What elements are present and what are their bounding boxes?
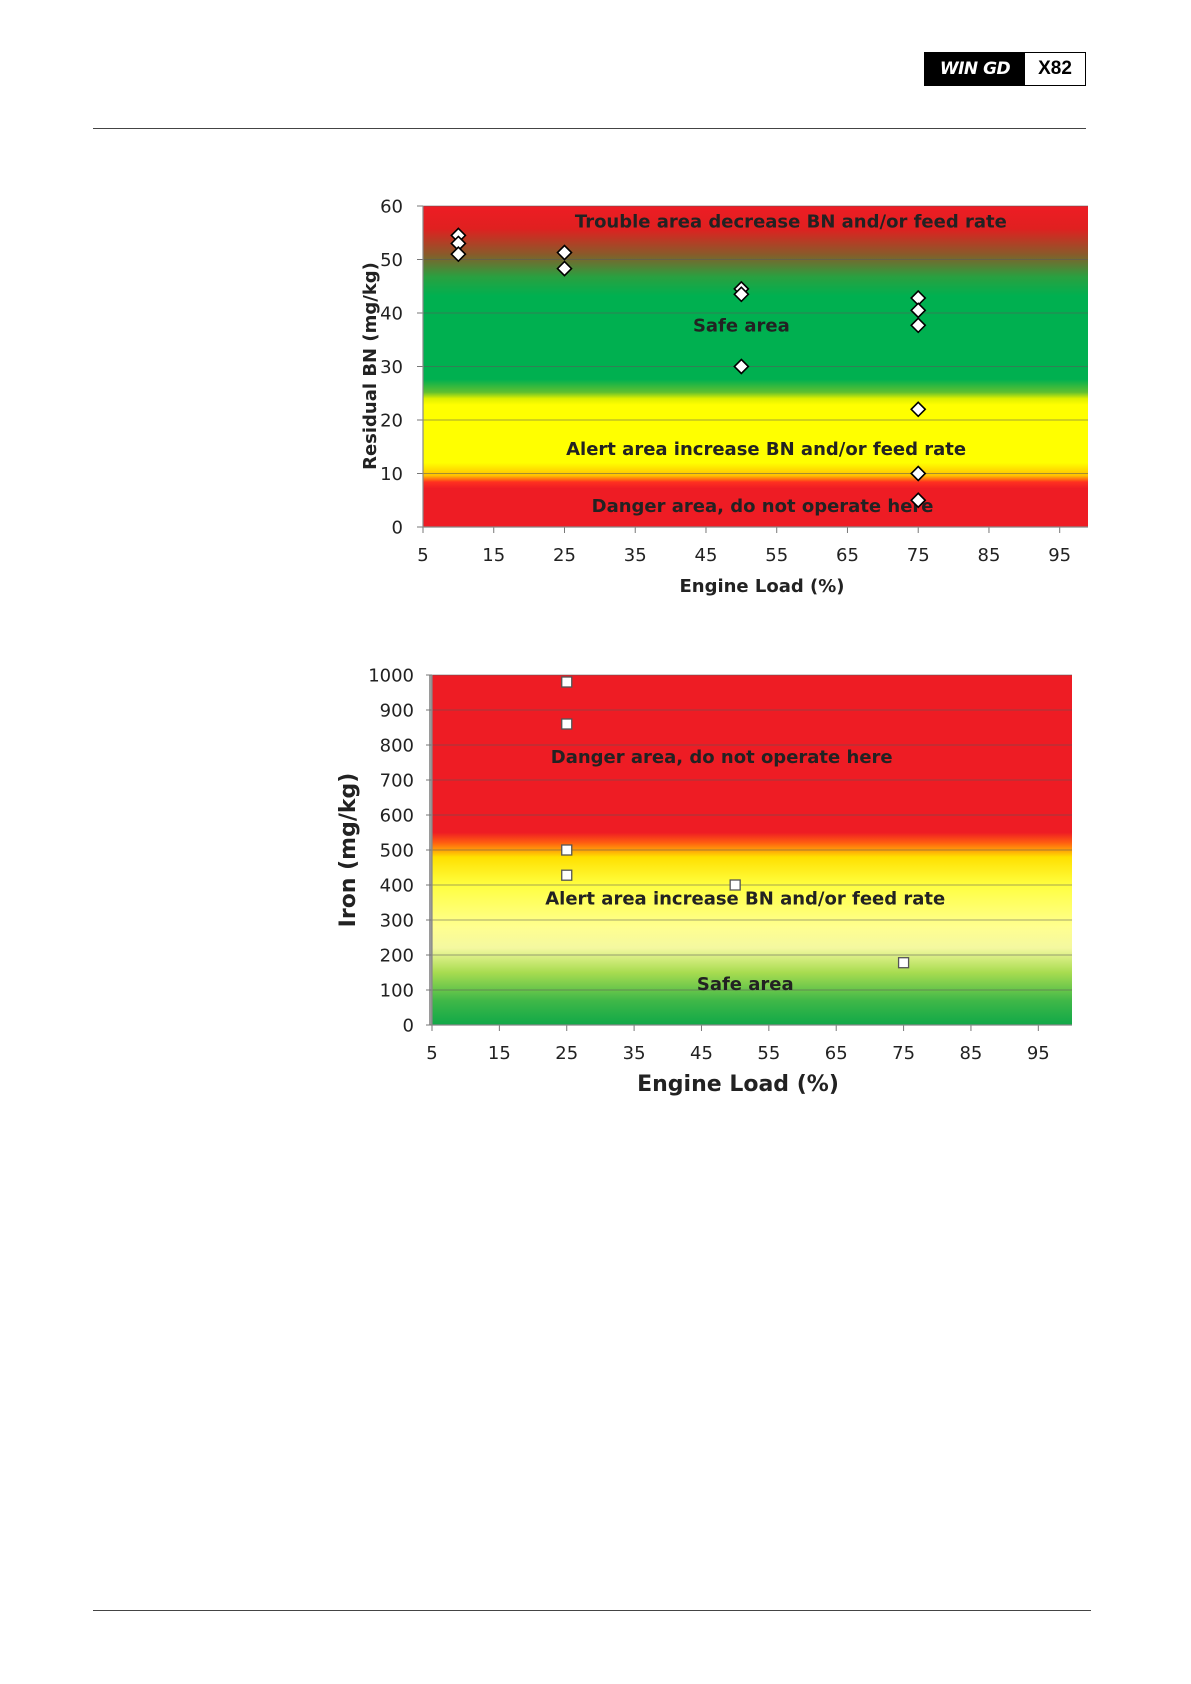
data-point — [561, 844, 573, 856]
zone-label-alert: Alert area increase BN and/or feed rate — [566, 439, 966, 460]
x-tick-label: 65 — [836, 545, 859, 566]
y-tick-label: 700 — [380, 770, 414, 791]
y-tick-label: 40 — [380, 303, 403, 324]
x-tick-label: 95 — [1027, 1043, 1050, 1064]
y-tick-label: 400 — [380, 875, 414, 896]
data-point — [733, 358, 750, 375]
data-point — [561, 869, 573, 881]
y-tick-label: 50 — [380, 250, 403, 271]
y-tick-label: 0 — [403, 1015, 414, 1036]
x-tick-label: 55 — [765, 545, 788, 566]
x-tick-label: 15 — [482, 545, 505, 566]
x-tick-label: 75 — [892, 1043, 915, 1064]
y-tick-label: 100 — [380, 980, 414, 1001]
data-point — [450, 246, 467, 263]
x-axis-label: Engine Load (%) — [637, 1072, 839, 1097]
x-axis-label: Engine Load (%) — [679, 576, 844, 597]
y-tick-label: 200 — [380, 945, 414, 966]
x-tick-label: 15 — [488, 1043, 511, 1064]
brand-badge: WIN GD X82 — [924, 52, 1086, 86]
data-point — [729, 879, 741, 891]
y-axis-label: Iron (mg/kg) — [336, 773, 361, 928]
x-tick-label: 5 — [417, 545, 428, 566]
data-point — [556, 260, 573, 277]
data-point — [910, 317, 927, 334]
y-tick-label: 600 — [380, 805, 414, 826]
iron-chart: 0 100 200 300 400 500 600 700 800 900 1000 5 15 25 35 4… — [336, 665, 1072, 1097]
data-point — [733, 286, 750, 303]
x-tick-label: 65 — [825, 1043, 848, 1064]
x-tick-label: 35 — [623, 1043, 646, 1064]
y-tick-label: 800 — [380, 735, 414, 756]
x-tick-label: 25 — [553, 545, 576, 566]
data-point — [910, 401, 927, 418]
data-point — [561, 676, 573, 688]
y-tick-label: 500 — [380, 840, 414, 861]
zone-label-danger: Danger area, do not operate here — [551, 747, 893, 768]
footer-rule — [93, 1610, 1091, 1611]
zone-label-alert: Alert area increase BN and/or feed rate — [545, 888, 945, 909]
x-tick-label: 95 — [1048, 545, 1071, 566]
y-tick-label: 60 — [380, 196, 403, 217]
brand-logo: WIN GD — [925, 53, 1025, 85]
y-axis-label: Residual BN (mg/kg) — [360, 262, 381, 470]
residual-bn-chart: 0 10 20 30 40 50 60 5 15 25 35 45 55 65 75 85 95 Trouble… — [360, 196, 1088, 597]
y-tick-label: 20 — [380, 410, 403, 431]
x-tick-label: 45 — [690, 1043, 713, 1064]
y-tick-label: 10 — [380, 464, 403, 485]
y-tick-label: 900 — [380, 700, 414, 721]
data-point — [910, 492, 927, 509]
model-label: X82 — [1038, 58, 1072, 79]
x-tick-label: 25 — [555, 1043, 578, 1064]
x-tick-label: 45 — [695, 545, 718, 566]
data-point — [561, 718, 573, 730]
x-tick-label: 75 — [907, 545, 930, 566]
y-tick-label: 0 — [392, 517, 403, 538]
data-point — [897, 957, 910, 969]
y-tick-label: 30 — [380, 357, 403, 378]
header-rule — [93, 128, 1086, 129]
zone-label-trouble: Trouble area decrease BN and/or feed rat… — [575, 211, 1007, 232]
x-tick-label: 85 — [978, 545, 1001, 566]
zone-label-danger: Danger area, do not operate here — [592, 496, 934, 517]
data-point — [556, 244, 573, 261]
y-tick-label: 1000 — [368, 665, 414, 686]
x-tick-label: 55 — [757, 1043, 780, 1064]
x-tick-label: 5 — [426, 1043, 437, 1064]
zone-label-safe: Safe area — [693, 316, 790, 337]
zone-label-safe: Safe area — [697, 974, 794, 995]
x-tick-label: 35 — [624, 545, 647, 566]
y-tick-label: 300 — [380, 910, 414, 931]
data-point — [910, 465, 927, 482]
x-tick-label: 85 — [959, 1043, 982, 1064]
